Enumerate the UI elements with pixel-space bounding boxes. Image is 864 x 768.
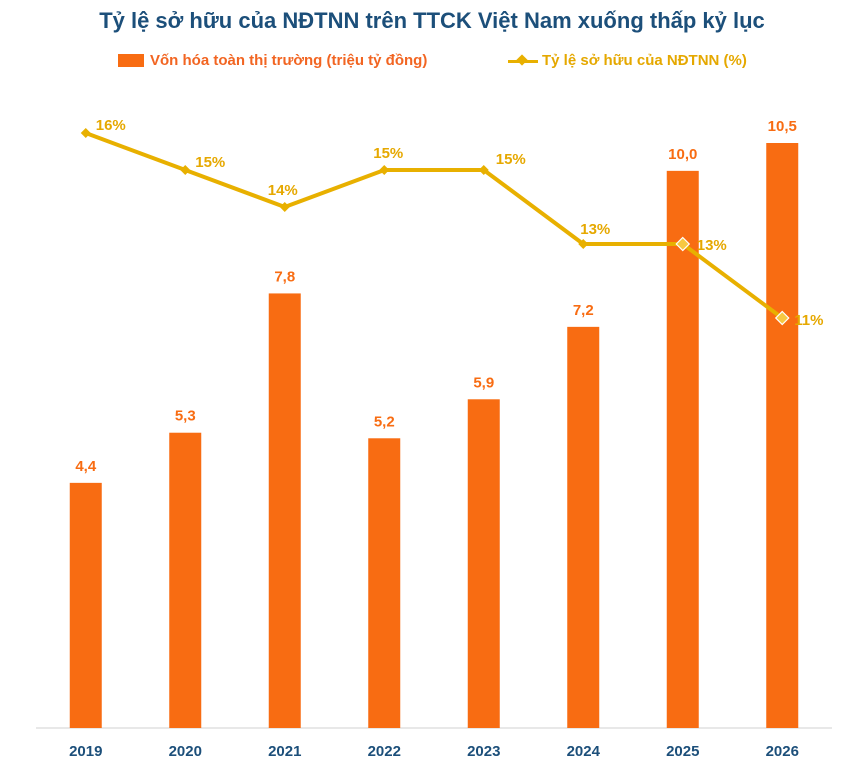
bar-data-label: 7,2 <box>573 302 594 319</box>
x-tick-label: 2022 <box>368 743 401 760</box>
legend-bar-swatch <box>118 54 144 67</box>
line-point <box>774 310 790 326</box>
x-tick-label: 2023 <box>467 743 500 760</box>
line-data-label: 15% <box>496 151 526 168</box>
legend-line-label: Tỷ lệ sở hữu của NĐTNN (%) <box>542 52 747 69</box>
line-point <box>578 239 589 249</box>
x-tick-label: 2025 <box>666 743 699 760</box>
bar <box>567 326 600 728</box>
bar-data-label: 7,8 <box>274 268 295 285</box>
bar <box>666 170 699 728</box>
line-data-label: 13% <box>697 237 727 254</box>
chart-title: Tỷ lệ sở hữu của NĐTNN trên TTCK Việt Na… <box>99 8 765 33</box>
line-point <box>675 236 691 252</box>
line-data-label: 16% <box>96 117 126 134</box>
bar-data-label: 5,3 <box>175 408 196 425</box>
bar-data-label: 5,2 <box>374 413 395 430</box>
line-data-label: 15% <box>195 154 225 171</box>
x-tick-label: 2021 <box>268 743 301 760</box>
line-point <box>478 165 489 175</box>
bar <box>766 143 799 728</box>
line-point <box>379 165 390 175</box>
line-data-label: 15% <box>373 145 403 162</box>
bar <box>368 438 401 728</box>
bar-data-label: 10,0 <box>668 146 697 163</box>
legend-line-swatch <box>508 53 538 68</box>
bar <box>467 399 500 728</box>
bar-data-label: 5,9 <box>473 374 494 391</box>
bar <box>69 482 102 728</box>
bar <box>169 432 202 728</box>
bar-data-label: 4,4 <box>75 458 97 475</box>
legend-item-bar: Vốn hóa toàn thị trường (triệu tỷ đồng) <box>118 52 427 69</box>
legend: Vốn hóa toàn thị trường (triệu tỷ đồng) … <box>0 52 864 72</box>
x-tick-label: 2024 <box>567 743 601 760</box>
line-data-label: 14% <box>268 182 298 199</box>
line-point <box>279 202 290 212</box>
x-tick-label: 2020 <box>169 743 202 760</box>
legend-bar-label: Vốn hóa toàn thị trường (triệu tỷ đồng) <box>150 52 428 69</box>
line-point <box>180 165 191 175</box>
line-point <box>80 128 91 138</box>
line-series <box>85 131 784 320</box>
x-tick-label: 2026 <box>766 743 799 760</box>
bar <box>268 293 301 728</box>
line-data-label: 11% <box>794 312 823 329</box>
bar-data-label: 10,5 <box>768 118 797 135</box>
legend-item-line: Tỷ lệ sở hữu của NĐTNN (%) <box>508 52 747 69</box>
line-data-label: 13% <box>580 221 610 238</box>
x-tick-label: 2019 <box>69 743 102 760</box>
